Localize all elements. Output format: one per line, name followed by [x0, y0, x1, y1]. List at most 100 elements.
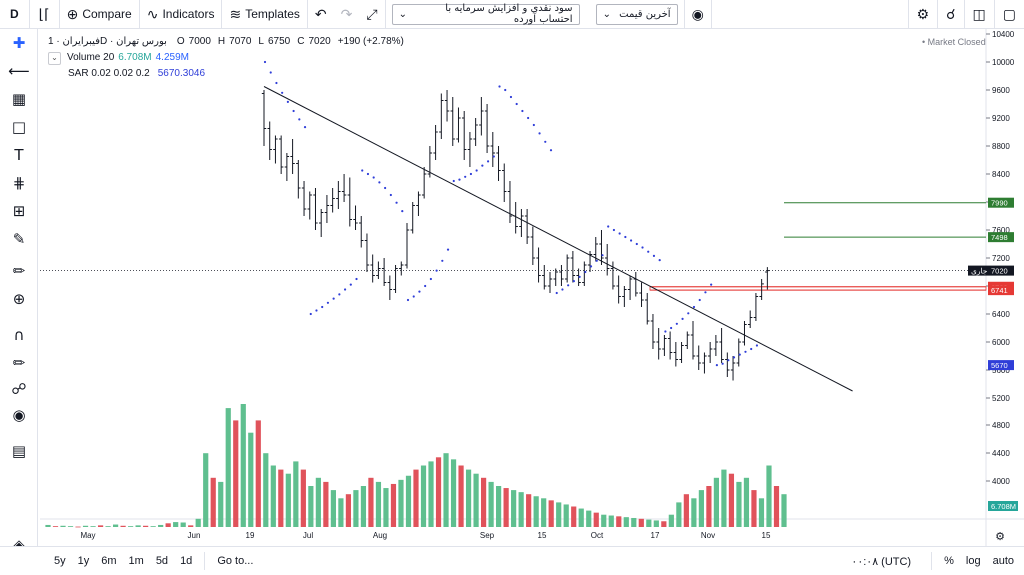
- brush-tool[interactable]: ✎: [0, 227, 38, 251]
- volume-bar: [398, 479, 404, 527]
- volume-bar: [240, 404, 246, 527]
- timezone-button[interactable]: ۰۰:۰۸ (UTC): [851, 555, 912, 568]
- fullscreen-button[interactable]: ⤢: [359, 0, 386, 29]
- undo-button[interactable]: ↶: [308, 0, 334, 29]
- sar-dot: [589, 265, 593, 268]
- price-axis-label: 7200: [992, 254, 1010, 263]
- axis-settings-icon: ⚙: [995, 531, 1005, 543]
- hide-tool[interactable]: ◉: [0, 403, 38, 427]
- sar-dot: [441, 259, 444, 262]
- magnet-tool[interactable]: ∩: [0, 323, 38, 347]
- compare-label: Compare: [82, 7, 132, 21]
- range-1m[interactable]: 1m: [128, 555, 144, 567]
- volume-bar: [661, 521, 667, 527]
- goto-button[interactable]: Go to...: [217, 555, 254, 567]
- volume-bar: [218, 481, 224, 527]
- collapse-icon[interactable]: ⌄: [48, 51, 61, 65]
- time-axis-label: Sep: [480, 531, 495, 540]
- pattern-tool[interactable]: ⋕: [0, 171, 38, 195]
- lock-tool[interactable]: ☍: [0, 377, 38, 401]
- visibility-button[interactable]: ◉: [683, 0, 712, 29]
- percent-scale-button[interactable]: %: [944, 555, 954, 567]
- toolbar-right: ⚙ ☌ ◫ ▢: [907, 0, 1024, 29]
- auto-scale-button[interactable]: auto: [992, 555, 1014, 567]
- sar-value: 5670.3046: [157, 68, 206, 79]
- range-1d[interactable]: 1d: [180, 555, 193, 567]
- interval-button[interactable]: D: [0, 0, 30, 29]
- dividend-adjust-dropdown[interactable]: ⌄ سود نقدی و افزایش سرمایه با احتساب آور…: [391, 3, 580, 25]
- sar-dot: [595, 259, 598, 262]
- layers-tool[interactable]: ◈: [0, 533, 38, 557]
- lock-drawing-tool[interactable]: ✏: [0, 351, 38, 375]
- sar-dot: [292, 109, 295, 113]
- delete-tool[interactable]: ▤: [0, 439, 38, 463]
- sar-dot: [681, 317, 684, 320]
- templates-button[interactable]: ≋ Templates: [222, 0, 308, 29]
- sar-dot: [698, 298, 701, 302]
- sar-dot: [475, 169, 478, 172]
- range-6m[interactable]: 6m: [101, 555, 117, 567]
- book-icon: ◫: [972, 5, 986, 22]
- chart-svg[interactable]: 5200560060006400680072007600800084008800…: [40, 29, 1024, 546]
- forecast-tool[interactable]: ⊞: [0, 199, 38, 223]
- bar-style-button[interactable]: ⌊⌈: [30, 0, 60, 29]
- share-button[interactable]: ☌: [937, 0, 963, 29]
- price-source-dropdown[interactable]: ⌄ آخرین قیمت: [595, 3, 678, 25]
- layers-icon: ◈: [13, 536, 25, 554]
- save-image-button[interactable]: ◫: [963, 0, 994, 29]
- volume-bar: [375, 481, 382, 527]
- rectangle-icon: □: [11, 118, 27, 136]
- sar-dot: [332, 297, 335, 300]
- time-axis-label: 15: [538, 531, 547, 540]
- sar-dot: [446, 248, 450, 251]
- compare-button[interactable]: ⊕ Compare: [60, 0, 140, 29]
- chevron-down-icon: ⌄: [398, 8, 407, 20]
- sar-dot: [561, 288, 564, 291]
- price-tag: [988, 232, 1014, 243]
- chart-area[interactable]: 5200560060006400680072007600800084008800…: [40, 29, 1024, 551]
- sar-dot: [727, 359, 730, 362]
- zoom-tool[interactable]: ⊕: [0, 287, 38, 311]
- volume-bar: [443, 453, 449, 527]
- settings-button[interactable]: ⚙: [907, 0, 938, 29]
- sar-dot: [664, 330, 667, 333]
- grid-icon: ▦: [11, 90, 27, 108]
- price-axis-label: 9600: [992, 86, 1010, 95]
- sar-dot: [601, 254, 604, 257]
- volume-bar: [195, 518, 201, 527]
- ruler-tool[interactable]: ✏: [0, 259, 38, 283]
- sar-dot: [538, 132, 541, 135]
- volume-bar: [165, 523, 171, 527]
- sar-dot: [372, 176, 375, 179]
- grid-tool[interactable]: ▦: [0, 87, 38, 111]
- volume-bar: [435, 457, 442, 527]
- sar-dot: [326, 301, 330, 304]
- volume-bar: [556, 502, 562, 527]
- time-axis-label: Jun: [188, 531, 201, 540]
- price-axis-label: 9200: [992, 114, 1010, 123]
- range-1y[interactable]: 1y: [77, 555, 90, 567]
- range-5y[interactable]: 5y: [54, 555, 66, 567]
- indicators-button[interactable]: ∿ Indicators: [140, 0, 223, 29]
- shape-tool[interactable]: □: [0, 115, 38, 139]
- templates-icon: ≋: [229, 5, 242, 22]
- log-scale-button[interactable]: log: [965, 555, 981, 567]
- red-level-box: [649, 286, 987, 291]
- crosshair-tool[interactable]: ✚: [0, 31, 38, 55]
- line-tool[interactable]: ⟵: [0, 59, 38, 83]
- sar-dot: [515, 102, 518, 106]
- text-tool[interactable]: T: [0, 143, 38, 167]
- volume-bar: [353, 490, 359, 527]
- high-value: 7070: [229, 36, 252, 47]
- sar-dot: [315, 309, 318, 312]
- volume-bar: [653, 520, 659, 527]
- sar-dot: [732, 356, 736, 359]
- volume-bar: [278, 469, 284, 527]
- time-axis-label: Nov: [701, 531, 715, 540]
- sar-dot: [412, 295, 415, 298]
- window-button[interactable]: ▢: [993, 0, 1024, 29]
- range-5d[interactable]: 5d: [155, 555, 169, 567]
- drawing-toolbar: ✚ ⟵ ▦ □ T ⋕ ⊞ ✎ ✏ ⊕ ∩ ✏ ☍ ◉ ▤ ◈: [0, 29, 38, 554]
- volume-bar: [773, 486, 780, 527]
- redo-button[interactable]: ↷: [334, 0, 360, 29]
